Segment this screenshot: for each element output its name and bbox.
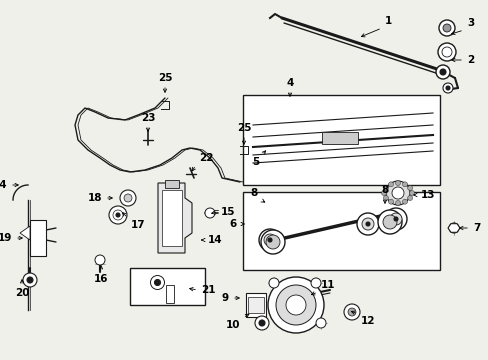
Text: 3: 3 (466, 18, 473, 28)
Polygon shape (20, 226, 30, 240)
Text: 12: 12 (360, 316, 375, 326)
Text: 24: 24 (0, 180, 7, 190)
Text: 20: 20 (15, 288, 29, 298)
Bar (243, 192, 439, 270)
Text: 8: 8 (250, 188, 258, 198)
Circle shape (267, 277, 324, 333)
Text: 22: 22 (199, 153, 213, 163)
Circle shape (356, 213, 378, 235)
Bar (165, 284, 173, 302)
Circle shape (395, 180, 400, 185)
Circle shape (439, 69, 445, 75)
Circle shape (285, 295, 305, 315)
Circle shape (387, 199, 393, 204)
Bar (245, 293, 265, 317)
Circle shape (109, 206, 127, 224)
Text: 18: 18 (87, 193, 102, 203)
Circle shape (347, 308, 355, 316)
Text: 4: 4 (286, 78, 293, 88)
Text: 13: 13 (420, 190, 435, 200)
Circle shape (154, 279, 160, 285)
Text: 11: 11 (320, 280, 335, 290)
Circle shape (384, 208, 406, 230)
Circle shape (27, 277, 33, 283)
Text: 25: 25 (158, 73, 172, 83)
Text: 10: 10 (225, 320, 240, 330)
Circle shape (402, 182, 407, 187)
Circle shape (113, 210, 123, 220)
Circle shape (442, 24, 450, 32)
Polygon shape (158, 183, 192, 253)
Text: 9: 9 (222, 293, 228, 303)
Circle shape (267, 238, 271, 242)
Circle shape (343, 304, 359, 320)
Text: 16: 16 (94, 274, 108, 284)
Text: 1: 1 (384, 16, 391, 26)
Circle shape (441, 47, 451, 57)
Circle shape (264, 234, 275, 246)
Circle shape (116, 213, 120, 217)
Bar (243, 95, 439, 185)
Circle shape (387, 182, 393, 187)
Circle shape (365, 222, 369, 226)
Circle shape (361, 218, 373, 230)
Circle shape (389, 213, 401, 225)
Bar (30, 220, 46, 256)
Polygon shape (447, 224, 459, 232)
Text: 19: 19 (0, 233, 12, 243)
Bar (162, 190, 182, 246)
Circle shape (385, 181, 409, 205)
Bar (164, 180, 179, 188)
Circle shape (393, 217, 397, 221)
Circle shape (442, 83, 452, 93)
Text: 21: 21 (201, 285, 215, 295)
Circle shape (254, 316, 268, 330)
Circle shape (150, 275, 164, 289)
Bar (247, 297, 264, 313)
Circle shape (268, 278, 279, 288)
Circle shape (435, 65, 449, 79)
Circle shape (261, 230, 285, 254)
Circle shape (448, 223, 458, 233)
Circle shape (259, 229, 281, 251)
Circle shape (124, 194, 132, 202)
Bar (130, 268, 204, 305)
Circle shape (438, 20, 454, 36)
Circle shape (395, 201, 400, 206)
Circle shape (120, 190, 136, 206)
Bar (321, 132, 357, 144)
Circle shape (265, 235, 280, 249)
Text: 14: 14 (207, 235, 222, 245)
Text: 23: 23 (141, 113, 155, 123)
Circle shape (204, 208, 215, 218)
Circle shape (259, 320, 264, 326)
Circle shape (315, 318, 325, 328)
Circle shape (408, 190, 414, 195)
Circle shape (391, 187, 403, 199)
Circle shape (402, 199, 407, 204)
Circle shape (377, 210, 401, 234)
Circle shape (407, 195, 412, 201)
Text: 2: 2 (466, 55, 473, 65)
Text: 8: 8 (381, 185, 388, 195)
Text: 25: 25 (236, 123, 251, 133)
Circle shape (95, 255, 105, 265)
Text: 15: 15 (221, 207, 235, 217)
Circle shape (382, 215, 396, 229)
Circle shape (445, 86, 449, 90)
Circle shape (383, 195, 387, 201)
Text: 7: 7 (472, 223, 479, 233)
Circle shape (23, 273, 37, 287)
Circle shape (383, 185, 387, 190)
Circle shape (275, 285, 315, 325)
Text: 6: 6 (229, 219, 237, 229)
Circle shape (381, 190, 386, 195)
Circle shape (310, 278, 320, 288)
Circle shape (437, 43, 455, 61)
Circle shape (407, 185, 412, 190)
Text: 5: 5 (251, 157, 259, 167)
Text: 17: 17 (131, 220, 145, 230)
